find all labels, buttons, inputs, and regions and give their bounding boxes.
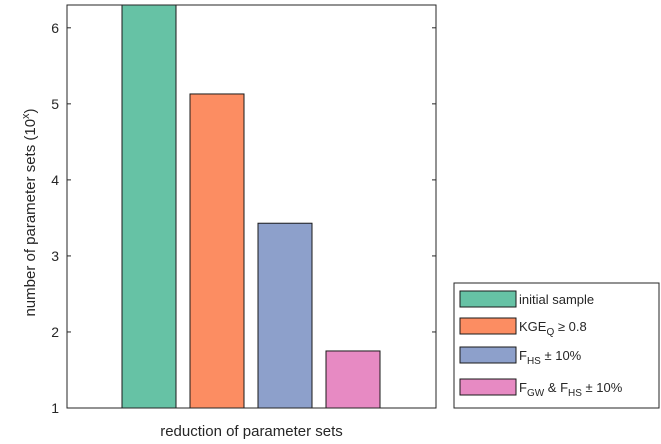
y-tick-label: 3 — [51, 248, 59, 264]
legend-label-1: initial sample — [519, 292, 594, 307]
y-tick-label: 5 — [51, 96, 59, 112]
bar-1 — [121, 4, 177, 409]
legend-swatch-1 — [459, 290, 517, 308]
y-tick-label: 1 — [51, 400, 59, 416]
y-tick-label: 4 — [51, 172, 59, 188]
y-axis-label-exponent: x — [20, 113, 32, 119]
legend-label-3: FHS ± 10% — [519, 348, 582, 367]
axes-frame — [66, 4, 437, 409]
bars-group — [121, 4, 381, 409]
bar-4 — [325, 350, 381, 409]
y-tick-label: 6 — [51, 20, 59, 36]
y-axis-label-end: ) — [22, 108, 39, 113]
legend-swatch-3 — [459, 346, 517, 364]
legend-label-4: FGW & FHS ± 10% — [519, 380, 623, 399]
legend-swatch-2 — [459, 317, 517, 335]
legend-swatch-4 — [459, 378, 517, 396]
legend: initial sample KGEQ ≥ 0.8 FHS ± 10% FGW & F… — [453, 282, 660, 409]
x-axis-label: reduction of parameter sets — [160, 423, 343, 440]
y-tick-label: 2 — [51, 324, 59, 340]
y-ticks: 1 2 3 4 5 6 — [51, 20, 436, 416]
legend-label-2: KGEQ ≥ 0.8 — [519, 319, 587, 338]
bar-2 — [189, 93, 245, 409]
y-axis-label: number of parameter sets (10x) — [20, 108, 39, 316]
bar-3 — [257, 222, 313, 409]
y-axis-label-main: number of parameter sets (10 — [22, 119, 39, 317]
